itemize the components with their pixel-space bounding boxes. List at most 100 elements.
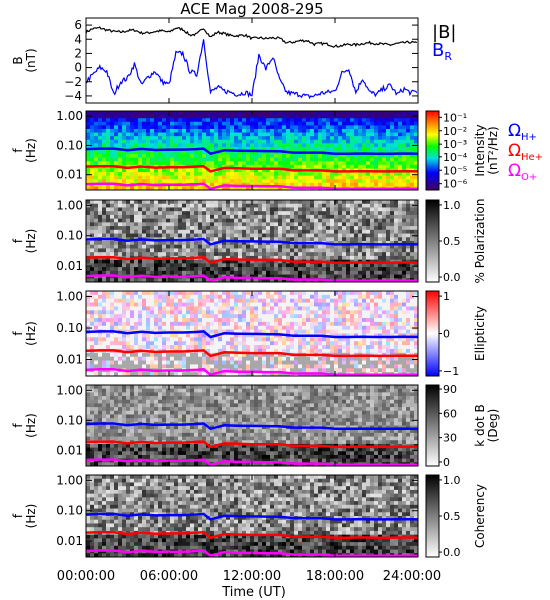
x-tick-labels: 00:00:00 06:00:00 12:00:00 18:00:00 24:0… — [57, 569, 441, 584]
colorbar-tick-label: 0 — [443, 456, 450, 469]
y-axis-label: (Hz) — [24, 138, 38, 163]
colorbar-tick-label: 0.5 — [443, 235, 461, 248]
gyro-line-H+ — [85, 330, 419, 339]
gyro-line-O+ — [85, 274, 418, 283]
colorbar-tick-label: 0 — [443, 328, 450, 341]
colorbar-tick-label: 10⁻¹ — [443, 111, 467, 124]
gyro-line-O+ — [85, 549, 418, 558]
gyro-line-H+ — [85, 147, 419, 156]
panel-intensity: 1.00 0.10 0.01 10⁻¹10⁻²10⁻³10⁻⁴10⁻⁵10⁻⁶ Inte… — [11, 109, 500, 191]
x-tick-label: 18:00:00 — [306, 569, 364, 584]
gyro-line-He+ — [85, 164, 419, 173]
legend-h-plus: ΩH+ — [508, 121, 537, 143]
panel-kdotb: 1.00 0.10 0.01 90 60 30 0 k dot B (Deg) f (Hz) — [11, 383, 500, 469]
x-tick-label: 24:00:00 — [383, 569, 441, 584]
panel-polarization: 1.00 0.10 0.01 1.0 0.5 0.0 % Polarization f (Hz) — [11, 198, 487, 284]
y-tick-label: 1.00 — [56, 473, 83, 487]
y-tick-label: 0.01 — [56, 534, 83, 548]
colorbar-label: (nT²/Hz) — [486, 126, 500, 174]
y-tick-label: 0.10 — [56, 229, 83, 243]
legend-o-plus: ΩO+ — [508, 161, 537, 183]
y-axis-label: (Hz) — [24, 413, 38, 438]
y-axis-label: f — [11, 331, 25, 336]
x-tick-label: 00:00:00 — [57, 569, 115, 584]
y-tick-label: 0 — [74, 61, 82, 75]
colorbar-tick-label: 10⁻² — [443, 125, 467, 138]
legend-b-r: BR — [432, 40, 452, 63]
x-axis-label: Time (UT) — [221, 585, 286, 600]
y-tick-label: 1.00 — [56, 109, 83, 123]
gyro-line-H+ — [85, 237, 419, 246]
colorbar-coherency — [425, 474, 440, 558]
y-tick-label: 0.10 — [56, 413, 83, 427]
y-tick-label: −4 — [64, 89, 82, 103]
colorbar-label: % Polarization — [473, 199, 487, 284]
panel-ellipticity: 1.00 0.10 0.01 1 0 −1 Ellipticity f (Hz) — [11, 290, 487, 378]
legend-he-plus: ΩHe+ — [508, 141, 543, 163]
colorbar-kdotb — [425, 384, 440, 467]
colorbar-label: Ellipticity — [473, 306, 487, 361]
colorbar-label: (Deg) — [486, 409, 500, 443]
y-axis-label: f — [11, 148, 25, 153]
colorbar-ellipticity — [425, 290, 440, 377]
y-tick-label: 6 — [74, 18, 82, 32]
colorbar-tick-label: 10⁻⁵ — [443, 164, 467, 177]
x-tick-label: 06:00:00 — [140, 569, 198, 584]
legend-b-total: |B| — [432, 22, 456, 43]
colorbar-tick-label: 0.0 — [443, 271, 461, 284]
b-legend: |B| BR — [432, 22, 456, 63]
y-tick-label: 4 — [74, 32, 82, 46]
chart-title: ACE Mag 2008-295 — [180, 0, 323, 18]
gyro-line-He+ — [85, 440, 419, 449]
colorbar-tick-label: 0.5 — [443, 510, 461, 523]
colorbar-tick-label: 10⁻³ — [443, 138, 467, 151]
y-axis-label: f — [11, 238, 25, 243]
y-tick-label: 0.01 — [56, 443, 83, 457]
y-tick-label: 2 — [74, 46, 82, 60]
y-axis-label: (nT) — [24, 48, 38, 72]
colorbar-tick-label: 10⁻⁶ — [443, 178, 468, 191]
colorbar-tick-label: 1 — [443, 290, 450, 303]
colorbar-label: k dot B — [473, 404, 487, 446]
colorbar-tick-label: −1 — [443, 365, 459, 378]
gyro-line-He+ — [85, 531, 419, 540]
y-tick-label: 1.00 — [56, 290, 83, 304]
colorbar-tick-label: 1.0 — [443, 199, 461, 212]
y-tick-label: 0.10 — [56, 138, 83, 152]
panel-coherency: 1.00 0.10 0.01 1.0 0.5 0.0 Coherency f (Hz) — [11, 473, 487, 559]
y-tick-label: 0.01 — [56, 259, 83, 273]
y-axis-label: f — [11, 513, 25, 518]
y-axis-label: (Hz) — [24, 504, 38, 529]
gyro-line-H+ — [85, 512, 419, 521]
colorbar-tick-label: 30 — [443, 432, 457, 445]
colorbar-polarization — [425, 199, 440, 283]
colorbar-tick-label: 90 — [443, 383, 457, 396]
y-tick-label: 1.00 — [56, 383, 83, 397]
colorbar-label: Coherency — [473, 484, 487, 548]
gyro-line-O+ — [85, 368, 418, 377]
y-axis-label: f — [11, 423, 25, 428]
y-axis-label: (Hz) — [24, 229, 38, 254]
y-tick-label: −2 — [64, 75, 82, 89]
series-line-B — [85, 26, 418, 48]
gyro-line-He+ — [85, 349, 419, 358]
y-tick-label: 0.10 — [56, 321, 83, 335]
series-line-B-R — [85, 39, 418, 100]
colorbar-tick-label: 0.0 — [443, 546, 461, 559]
gyro-line-O+ — [85, 458, 418, 467]
colorbar-tick-label: 1.0 — [443, 474, 461, 487]
colorbar-tick-label: 60 — [443, 407, 457, 420]
y-axis-label: (Hz) — [24, 321, 38, 346]
colorbar-tick-label: 10⁻⁴ — [443, 151, 468, 164]
y-tick-label: 0.10 — [56, 504, 83, 518]
y-tick-label: 0.01 — [56, 353, 83, 367]
y-axis-label: B — [11, 56, 25, 64]
gyro-line-H+ — [85, 422, 419, 431]
y-tick-label: 1.00 — [56, 198, 83, 212]
gyrofrequency-legend: ΩH+ ΩHe+ ΩO+ — [508, 121, 543, 183]
gyro-line-O+ — [85, 182, 418, 191]
x-tick-label: 12:00:00 — [223, 569, 281, 584]
colorbar-intensity — [425, 110, 440, 191]
